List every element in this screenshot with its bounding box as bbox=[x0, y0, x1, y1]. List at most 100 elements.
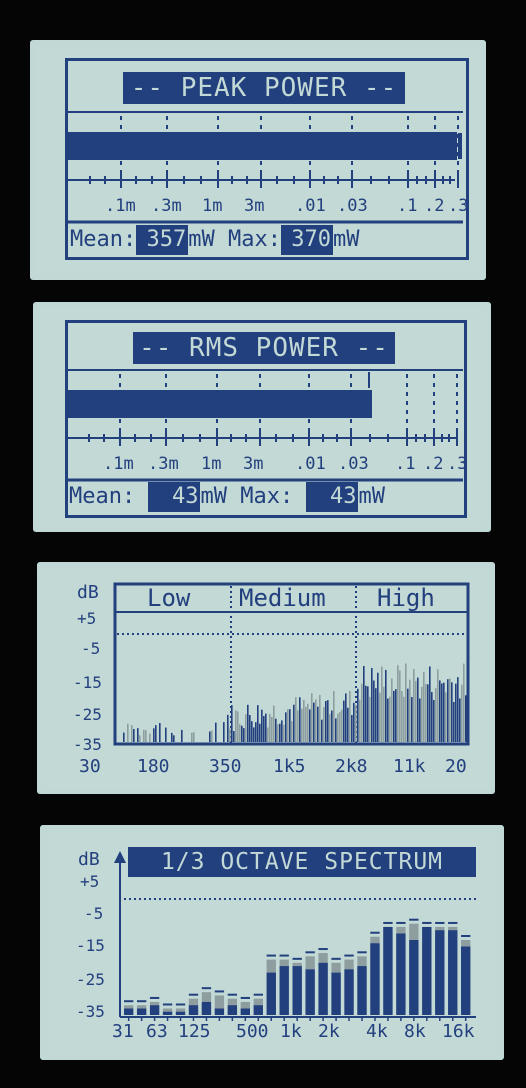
mean-unit: mW bbox=[200, 484, 227, 509]
octave-rms-bar bbox=[214, 1008, 225, 1015]
rms-power-title: -- RMS POWER -- bbox=[133, 332, 395, 364]
band-bar bbox=[233, 731, 235, 742]
scale-label: .01 bbox=[295, 196, 326, 216]
band-bar bbox=[455, 683, 457, 742]
band-bar bbox=[447, 679, 449, 742]
band-bar bbox=[371, 667, 373, 742]
octave-peak-hold bbox=[162, 1003, 173, 1006]
band-bar bbox=[351, 715, 353, 742]
band-bar bbox=[257, 705, 259, 742]
band-bar bbox=[375, 688, 377, 742]
band-bar bbox=[341, 709, 343, 742]
octave-peak-hold bbox=[253, 993, 263, 996]
band-bar bbox=[393, 690, 395, 742]
rms-power-meter bbox=[68, 369, 463, 482]
band-bar bbox=[409, 679, 411, 742]
band-bar bbox=[321, 719, 323, 742]
band-bar bbox=[373, 680, 375, 742]
band-bar bbox=[273, 705, 275, 742]
freq-tick: 350 bbox=[209, 756, 242, 777]
octave-rms-bar bbox=[435, 930, 445, 1015]
scale-label: .1m bbox=[103, 454, 134, 474]
band-bar bbox=[231, 705, 233, 742]
scale-label: .3m bbox=[151, 196, 182, 216]
octave-peak-hold bbox=[461, 935, 471, 937]
band-bar bbox=[437, 669, 439, 742]
peak-power-scale-ticks bbox=[89, 172, 459, 188]
octave-rms-bar bbox=[253, 1005, 263, 1015]
band-bar bbox=[143, 729, 145, 742]
band-bar bbox=[333, 690, 335, 742]
band-bar bbox=[263, 716, 265, 742]
band-bar bbox=[367, 686, 369, 742]
peak-power-title: -- PEAK POWER -- bbox=[123, 72, 405, 104]
band-bar bbox=[171, 732, 173, 742]
db-tick: +5 bbox=[80, 872, 100, 891]
band-bar bbox=[327, 700, 329, 742]
band-bar bbox=[369, 696, 371, 742]
octave-rms-bar bbox=[266, 972, 276, 1015]
freq-tick: 20 bbox=[445, 756, 467, 777]
band-bar bbox=[397, 665, 399, 742]
band-spectrum-plot bbox=[113, 582, 470, 746]
scale-label: 3m bbox=[244, 196, 265, 216]
band-bar bbox=[391, 678, 393, 742]
octave-rms-bar bbox=[124, 1008, 134, 1015]
octave-peak-hold bbox=[448, 921, 458, 924]
band-bar bbox=[127, 723, 129, 742]
band-bar bbox=[359, 699, 361, 742]
octave-peak-hold bbox=[136, 1000, 147, 1003]
db-tick: -15 bbox=[73, 673, 102, 692]
scale-label: .01 bbox=[295, 454, 326, 474]
band-bar bbox=[329, 714, 331, 742]
band-bar bbox=[425, 684, 427, 742]
db-tick: +5 bbox=[77, 609, 97, 628]
band-bar bbox=[311, 693, 313, 742]
band-bar bbox=[357, 688, 359, 742]
band-bar bbox=[319, 694, 321, 742]
band-bar bbox=[267, 727, 269, 742]
scale-label: .1 bbox=[397, 196, 418, 216]
band-bar bbox=[153, 728, 155, 742]
band-bar bbox=[139, 735, 141, 742]
band-bar bbox=[291, 721, 293, 742]
band-bar bbox=[427, 684, 429, 742]
octave-rms-bar bbox=[162, 1011, 173, 1015]
band-bar bbox=[453, 701, 455, 742]
max-unit: mW bbox=[358, 484, 385, 509]
octave-spectrum-screen: dB 1/3 OCTAVE SPECTRUM +5 -5 -15 -25 -35… bbox=[40, 825, 504, 1060]
band-bar bbox=[445, 692, 447, 742]
band-bar bbox=[277, 724, 279, 742]
band-bar bbox=[325, 700, 327, 742]
band-bar bbox=[245, 714, 247, 742]
freq-tick: 31 bbox=[112, 1021, 134, 1042]
band-bar bbox=[309, 709, 311, 742]
octave-rms-bar bbox=[240, 1008, 250, 1015]
band-bar bbox=[405, 663, 407, 742]
octave-spectrum-title: 1/3 OCTAVE SPECTRUM bbox=[128, 847, 476, 877]
band-bar bbox=[355, 705, 357, 742]
band-bar bbox=[449, 678, 451, 742]
band-bar bbox=[361, 683, 363, 742]
octave-peak-bar bbox=[214, 995, 225, 1015]
band-bar bbox=[283, 724, 285, 742]
octave-rms-bar bbox=[383, 926, 393, 1015]
octave-peak-hold bbox=[435, 921, 445, 924]
octave-rms-bar bbox=[370, 943, 380, 1015]
band-bar bbox=[403, 696, 405, 742]
band-bar bbox=[415, 680, 417, 742]
freq-tick: 125 bbox=[178, 1021, 211, 1042]
band-bar bbox=[345, 693, 347, 742]
octave-axis-ticks bbox=[127, 1016, 467, 1021]
octave-rms-bar bbox=[136, 1008, 147, 1015]
band-bar bbox=[239, 724, 241, 742]
band-bar bbox=[159, 723, 161, 742]
scale-label: .3 bbox=[447, 454, 468, 474]
max-label: Max: bbox=[240, 484, 294, 509]
band-bar bbox=[441, 683, 443, 742]
db-tick: -35 bbox=[76, 1002, 105, 1021]
band-bar bbox=[251, 721, 253, 742]
octave-rms-bar bbox=[305, 969, 315, 1015]
freq-tick: 180 bbox=[137, 756, 170, 777]
band-bar bbox=[285, 712, 287, 742]
